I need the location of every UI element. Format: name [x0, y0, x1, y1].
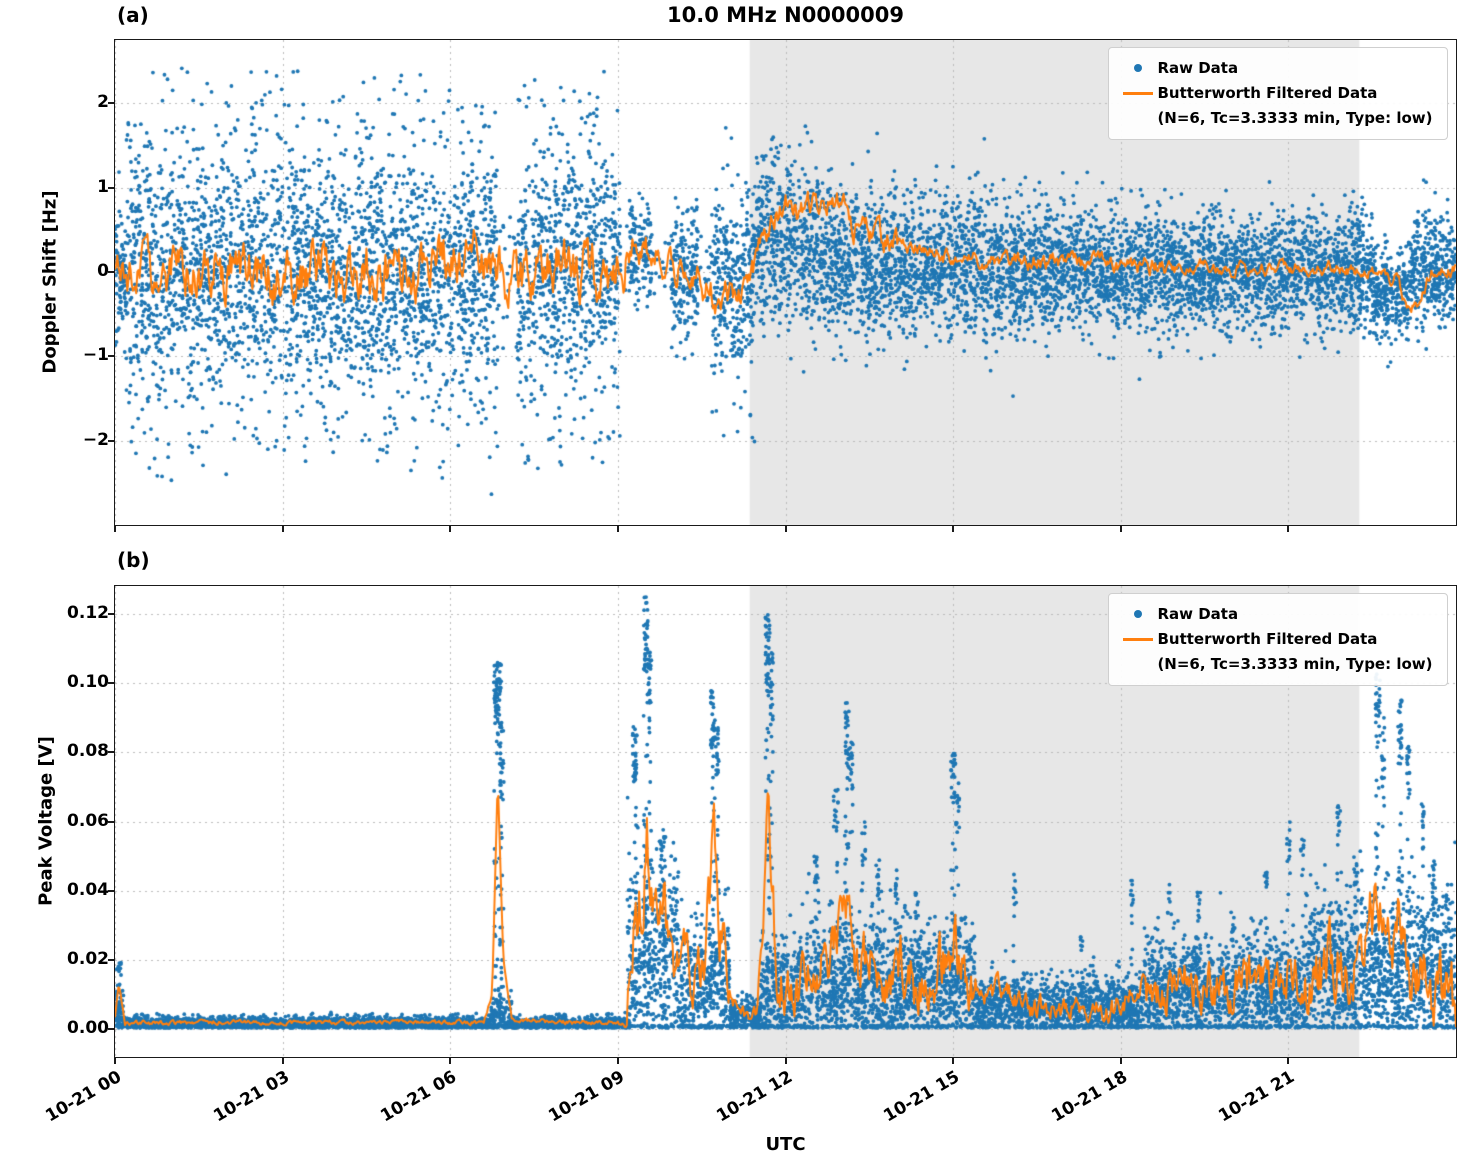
y-tick-label: 0.10: [67, 671, 109, 692]
raw-data-dot: [1134, 64, 1143, 72]
x-tick-mark: [952, 525, 955, 532]
y-tick-label: −2: [82, 429, 109, 450]
x-tick-mark: [952, 1057, 955, 1064]
filtered-line-sample: [1123, 91, 1154, 95]
doppler-plot-area: Raw Data Butterworth Filtered Data (N=6,…: [113, 38, 1457, 526]
y-tick-mark: [108, 439, 115, 442]
x-tick-mark: [449, 1057, 452, 1064]
raw-data-dot-icon: [1119, 64, 1157, 72]
x-tick-mark: [1287, 1057, 1290, 1064]
raw-data-dot-icon: [1119, 610, 1157, 618]
x-tick-mark: [1287, 525, 1290, 532]
y-tick-label: 0.12: [67, 602, 109, 623]
y-tick-label: 1: [97, 176, 109, 197]
y-tick-label: 0.04: [67, 879, 109, 900]
y-tick-mark: [108, 270, 115, 273]
legend-item-filtered: Butterworth Filtered Data: [1119, 81, 1432, 106]
legend-item-filtered-params: (N=6, Tc=3.3333 min, Type: low): [1119, 652, 1432, 677]
x-tick-mark: [616, 525, 619, 532]
legend-raw-label: Raw Data: [1157, 605, 1239, 623]
x-tick-label: 10-21 12: [712, 1067, 796, 1127]
legend-filtered-label: Butterworth Filtered Data: [1157, 630, 1378, 648]
filtered-line-sample: [1123, 637, 1154, 641]
y-tick-label: 0.08: [67, 741, 109, 762]
x-tick-label: 10-21 18: [1048, 1067, 1131, 1127]
y-tick-label: −1: [82, 345, 109, 366]
legend-item-filtered: Butterworth Filtered Data: [1119, 627, 1432, 652]
y-tick-mark: [108, 820, 115, 823]
x-tick-mark: [281, 1057, 284, 1064]
y-tick-mark: [108, 186, 115, 189]
x-tick-mark: [1119, 525, 1122, 532]
filtered-line-icon: [1119, 637, 1157, 641]
filtered-line-icon: [1119, 91, 1157, 95]
x-tick-mark: [616, 1057, 619, 1064]
y-tick-mark: [108, 1028, 115, 1031]
y-tick-label: 0: [97, 260, 109, 281]
x-tick-mark: [449, 525, 452, 532]
y-tick-mark: [108, 612, 115, 615]
legend-filtered-label: Butterworth Filtered Data: [1157, 84, 1378, 102]
y-tick-mark: [108, 681, 115, 684]
x-tick-mark: [281, 525, 284, 532]
x-tick-mark: [114, 1057, 116, 1064]
legend-doppler: Raw Data Butterworth Filtered Data (N=6,…: [1108, 46, 1448, 140]
legend-filtered-sublabel: (N=6, Tc=3.3333 min, Type: low): [1157, 109, 1433, 127]
y-tick-label: 0.06: [67, 810, 109, 831]
voltage-plot-area: Raw Data Butterworth Filtered Data (N=6,…: [113, 584, 1457, 1058]
x-tick-label: 10-21 15: [880, 1067, 964, 1127]
y-tick-mark: [108, 959, 115, 962]
y-tick-mark: [108, 102, 115, 105]
legend-item-raw: Raw Data: [1119, 56, 1432, 81]
legend-raw-label: Raw Data: [1157, 59, 1239, 77]
raw-data-dot: [1134, 610, 1143, 618]
legend-item-filtered-params: (N=6, Tc=3.3333 min, Type: low): [1119, 106, 1432, 131]
x-tick-mark: [784, 525, 787, 532]
panel-b-label: (b): [117, 548, 150, 572]
y-tick-label: 0.02: [67, 949, 109, 970]
x-tick-label: 10-21 03: [209, 1067, 293, 1127]
panel-a-label: (a): [117, 3, 149, 27]
x-tick-label: 10-21 09: [545, 1067, 628, 1127]
x-tick-mark: [114, 525, 116, 532]
x-tick-label: 10-21 21: [1215, 1067, 1299, 1127]
y-tick-mark: [108, 889, 115, 892]
y-tick-mark: [108, 355, 115, 358]
chart-title: 10.0 MHz N0000009: [667, 3, 904, 27]
y-tick-label: 2: [97, 92, 109, 113]
y-tick-mark: [108, 751, 115, 754]
x-axis-label: UTC: [765, 1134, 806, 1155]
legend-voltage: Raw Data Butterworth Filtered Data (N=6,…: [1108, 592, 1448, 686]
x-tick-label: 10-21 06: [377, 1067, 461, 1127]
y-tick-label: 0.00: [67, 1018, 109, 1039]
legend-item-raw: Raw Data: [1119, 602, 1432, 627]
x-tick-mark: [1119, 1057, 1122, 1064]
legend-filtered-sublabel: (N=6, Tc=3.3333 min, Type: low): [1157, 655, 1433, 673]
x-tick-label: 10-21 00: [42, 1067, 125, 1127]
x-tick-mark: [784, 1057, 787, 1064]
